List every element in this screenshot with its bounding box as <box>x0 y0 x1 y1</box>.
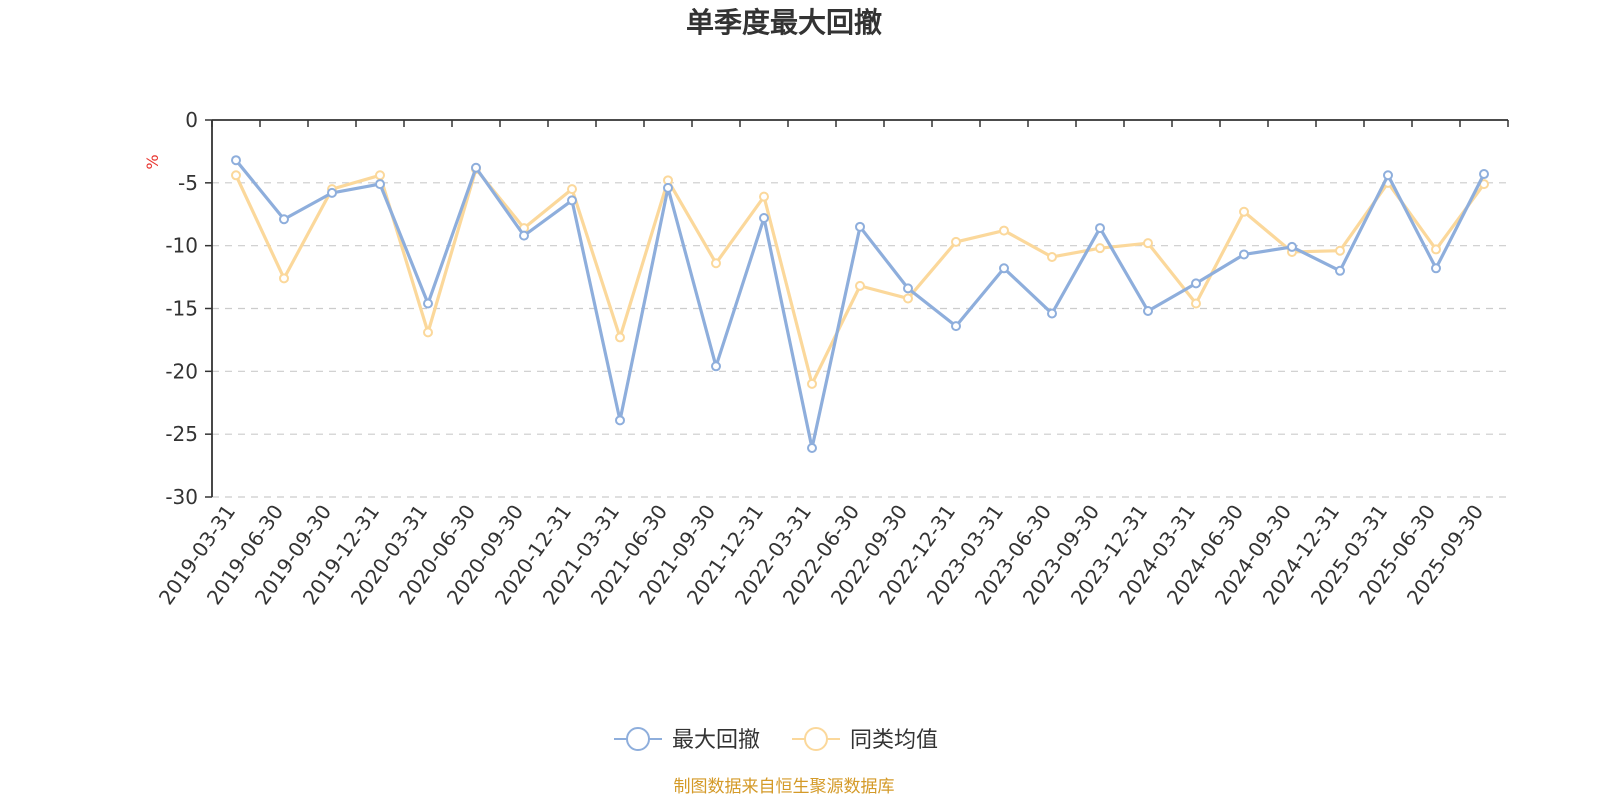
data-point[interactable] <box>1047 308 1057 319</box>
data-point[interactable] <box>759 213 769 224</box>
data-point[interactable] <box>1383 170 1393 181</box>
data-point[interactable] <box>1047 251 1057 262</box>
data-point[interactable] <box>231 170 241 181</box>
data-point[interactable] <box>1143 306 1153 317</box>
data-point[interactable] <box>903 283 913 294</box>
y-tick-label: -25 <box>165 422 198 446</box>
data-point[interactable] <box>711 361 721 372</box>
data-point[interactable] <box>663 182 673 193</box>
data-point[interactable] <box>999 263 1009 274</box>
data-point[interactable] <box>1431 244 1441 255</box>
series-2 <box>231 164 1489 389</box>
y-tick-label: -10 <box>165 234 198 258</box>
data-point[interactable] <box>519 230 529 241</box>
data-point[interactable] <box>759 191 769 202</box>
y-tick-label: 0 <box>185 108 198 132</box>
data-point[interactable] <box>327 187 337 198</box>
data-point[interactable] <box>711 258 721 269</box>
source-note: 制图数据来自恒生聚源数据库 <box>674 777 895 797</box>
series-1 <box>231 155 1489 453</box>
legend[interactable]: 最大回撤 同类均值 <box>614 727 938 753</box>
legend-circle-icon <box>804 727 828 751</box>
data-point[interactable] <box>1143 238 1153 249</box>
data-point[interactable] <box>1239 206 1249 217</box>
data-point[interactable] <box>807 442 817 453</box>
data-point[interactable] <box>855 280 865 291</box>
data-point[interactable] <box>279 214 289 225</box>
data-point[interactable] <box>1095 223 1105 234</box>
data-point[interactable] <box>231 155 241 166</box>
data-point[interactable] <box>615 415 625 426</box>
data-point[interactable] <box>1191 278 1201 289</box>
data-point[interactable] <box>1095 243 1105 254</box>
data-point[interactable] <box>1335 265 1345 276</box>
data-point[interactable] <box>423 327 433 338</box>
data-point[interactable] <box>1191 298 1201 309</box>
data-point[interactable] <box>1431 263 1441 274</box>
data-point[interactable] <box>855 221 865 232</box>
data-point[interactable] <box>999 225 1009 236</box>
y-tick-label: -30 <box>165 485 198 509</box>
data-point[interactable] <box>807 378 817 389</box>
y-axis-unit: % <box>143 154 162 169</box>
series-line <box>234 167 1486 386</box>
chart-title: 单季度最大回撤 <box>686 6 882 39</box>
legend-circle-icon <box>626 727 650 751</box>
data-point[interactable] <box>567 184 577 195</box>
data-point[interactable] <box>471 162 481 173</box>
data-point[interactable] <box>1335 245 1345 256</box>
y-tick-label: -15 <box>165 297 198 321</box>
legend-label: 同类均值 <box>850 728 938 753</box>
data-point[interactable] <box>423 298 433 309</box>
legend-item[interactable]: 同类均值 <box>792 727 938 753</box>
data-point[interactable] <box>1479 169 1489 180</box>
data-point[interactable] <box>279 273 289 284</box>
data-point[interactable] <box>375 170 385 181</box>
y-tick-label: -20 <box>165 359 198 383</box>
series-lines <box>231 155 1489 453</box>
data-point[interactable] <box>375 179 385 190</box>
data-point[interactable] <box>1239 249 1249 260</box>
legend-item[interactable]: 最大回撤 <box>614 727 760 753</box>
data-point[interactable] <box>615 332 625 343</box>
y-tick-label: -5 <box>178 171 198 195</box>
data-point[interactable] <box>951 321 961 332</box>
data-point[interactable] <box>1287 241 1297 252</box>
data-point[interactable] <box>903 293 913 304</box>
legend-label: 最大回撤 <box>672 728 760 753</box>
data-point[interactable] <box>567 195 577 206</box>
data-point[interactable] <box>951 236 961 247</box>
